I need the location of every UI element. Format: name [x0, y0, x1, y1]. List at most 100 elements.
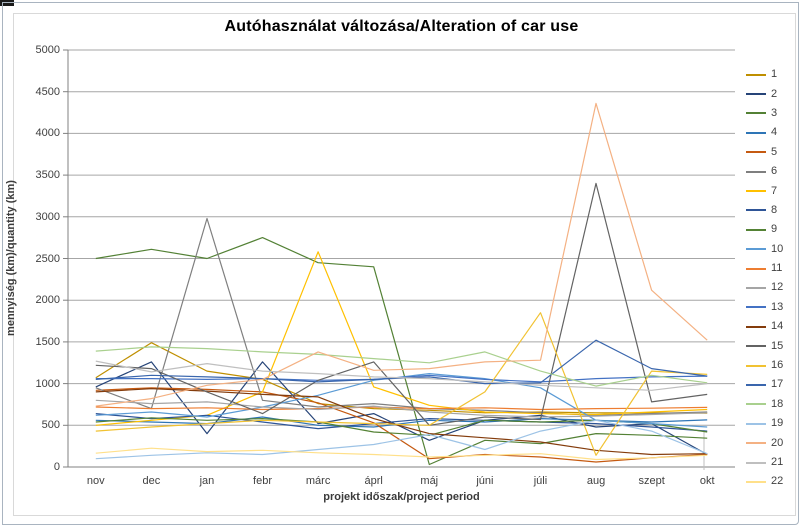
- x-axis-title: projekt időszak/project period: [323, 491, 480, 503]
- y-tick-label: 2500: [35, 252, 60, 265]
- legend-line-swatch: [746, 248, 766, 251]
- legend-label: 12: [771, 281, 784, 294]
- legend-line-swatch: [746, 228, 766, 231]
- legend-line-swatch: [746, 286, 766, 289]
- legend-line-swatch: [746, 73, 766, 76]
- series-line-11: [95, 406, 708, 411]
- legend-item-21[interactable]: 21: [746, 453, 794, 472]
- legend-label: 14: [771, 320, 784, 333]
- legend-item-11[interactable]: 11: [746, 259, 794, 278]
- legend-label: 17: [771, 378, 784, 391]
- legend-item-19[interactable]: 19: [746, 414, 794, 433]
- legend-item-7[interactable]: 7: [746, 181, 794, 200]
- legend-item-22[interactable]: 22: [746, 472, 794, 491]
- x-tick-label-jan: jan: [199, 475, 215, 487]
- x-tick-label-márc: márc: [305, 475, 331, 487]
- y-tick-label: 3500: [35, 169, 60, 182]
- legend-label: 2: [771, 87, 778, 100]
- legend-line-swatch: [746, 170, 766, 173]
- chart-legend: 1 2 3 4 5 6 7 8 9 10 11 12 13 14 15 16 17 18 19 20 21 22: [746, 65, 794, 492]
- series-line-21: [95, 360, 708, 391]
- x-tick-label-okt: okt: [699, 475, 715, 487]
- legend-line-swatch: [746, 461, 766, 464]
- legend-label: 6: [771, 165, 778, 178]
- legend-line-swatch: [746, 306, 766, 309]
- legend-line-swatch: [746, 345, 766, 348]
- legend-item-10[interactable]: 10: [746, 240, 794, 259]
- legend-label: 3: [771, 106, 778, 119]
- legend-item-9[interactable]: 9: [746, 220, 794, 239]
- legend-label: 10: [771, 242, 784, 255]
- legend-label: 20: [771, 436, 784, 449]
- legend-item-15[interactable]: 15: [746, 336, 794, 355]
- legend-item-12[interactable]: 12: [746, 278, 794, 297]
- legend-line-swatch: [746, 383, 766, 386]
- series-line-2: [95, 361, 708, 456]
- x-tick-label-dec: dec: [142, 475, 161, 487]
- legend-label: 8: [771, 203, 778, 216]
- legend-line-swatch: [746, 151, 766, 154]
- legend-line-swatch: [746, 442, 766, 445]
- y-tick-label: 1000: [35, 377, 60, 390]
- y-tick-label: 5000: [35, 44, 60, 56]
- legend-line-swatch: [746, 209, 766, 212]
- legend-line-swatch: [746, 325, 766, 328]
- legend-item-4[interactable]: 4: [746, 123, 794, 142]
- legend-item-3[interactable]: 3: [746, 104, 794, 123]
- legend-line-swatch: [746, 190, 766, 193]
- legend-item-20[interactable]: 20: [746, 433, 794, 452]
- legend-item-16[interactable]: 16: [746, 356, 794, 375]
- series-line-8: [95, 413, 708, 432]
- series-line-14: [95, 388, 708, 456]
- legend-label: 16: [771, 359, 784, 372]
- series-line-22: [95, 447, 708, 461]
- legend-line-swatch: [746, 93, 766, 96]
- legend-label: 22: [771, 475, 784, 488]
- series-line-7: [95, 251, 708, 426]
- y-tick-label: 0: [53, 461, 60, 473]
- chart-title: Autóhasználat változása/Alteration of ca…: [224, 18, 579, 35]
- legend-item-6[interactable]: 6: [746, 162, 794, 181]
- legend-item-1[interactable]: 1: [746, 65, 794, 84]
- series-line-16: [95, 312, 708, 456]
- legend-label: 19: [771, 417, 784, 430]
- y-tick-label: 4500: [35, 85, 60, 98]
- legend-item-5[interactable]: 5: [746, 143, 794, 162]
- series-line-19: [95, 419, 708, 460]
- legend-label: 11: [771, 262, 783, 275]
- legend-label: 5: [771, 145, 778, 158]
- legend-label: 7: [771, 184, 778, 197]
- legend-item-2[interactable]: 2: [746, 84, 794, 103]
- legend-label: 21: [771, 456, 784, 468]
- x-tick-label-nov: nov: [86, 475, 105, 487]
- legend-item-14[interactable]: 14: [746, 317, 794, 336]
- series-line-12: [95, 399, 708, 418]
- y-tick-label: 3000: [35, 210, 60, 223]
- y-tick-label: 4000: [35, 127, 60, 140]
- x-tick-label-áprl: áprl: [364, 475, 383, 487]
- legend-item-17[interactable]: 17: [746, 375, 794, 394]
- x-tick-label-máj: máj: [420, 475, 439, 487]
- legend-label: 18: [771, 397, 784, 410]
- x-tick-label-júli: júli: [533, 475, 548, 487]
- legend-line-swatch: [746, 131, 766, 134]
- legend-item-18[interactable]: 18: [746, 395, 794, 414]
- series-line-18: [95, 346, 708, 387]
- legend-line-swatch: [746, 403, 766, 406]
- series-line-3: [95, 237, 708, 466]
- x-tick-label-júni: júni: [476, 475, 494, 487]
- legend-item-8[interactable]: 8: [746, 201, 794, 220]
- legend-item-13[interactable]: 13: [746, 298, 794, 317]
- x-tick-label-aug: aug: [586, 475, 606, 487]
- legend-label: 13: [771, 300, 784, 313]
- legend-label: 1: [771, 68, 778, 81]
- series-line-6: [95, 217, 708, 416]
- screenshot-corner-artifact: [0, 0, 14, 6]
- y-axis-title: mennyiség (km)/quantity (km): [5, 180, 17, 336]
- y-tick-label: 500: [41, 419, 60, 432]
- x-tick-label-szept: szept: [638, 475, 665, 487]
- legend-line-swatch: [746, 364, 766, 367]
- legend-label: 9: [771, 223, 778, 236]
- x-tick-label-febr: febr: [253, 475, 273, 487]
